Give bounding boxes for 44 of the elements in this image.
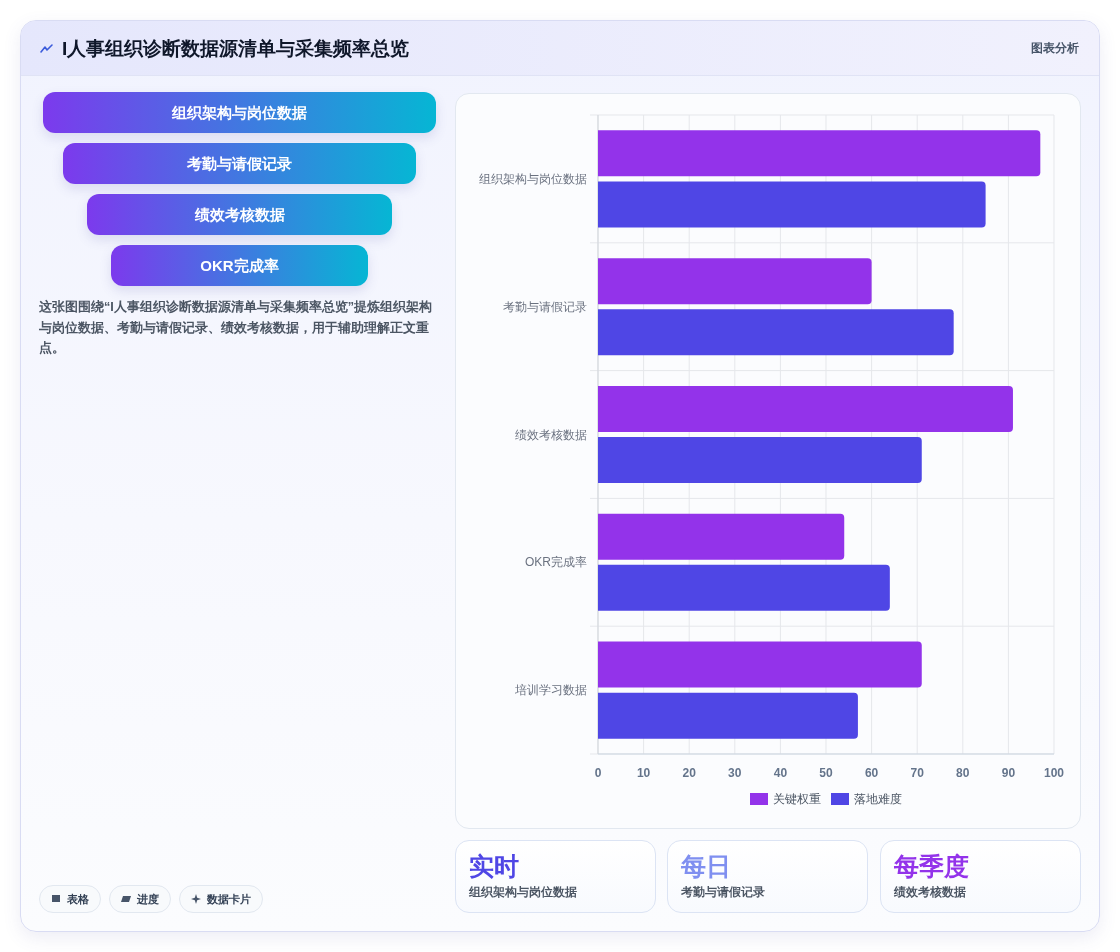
bar xyxy=(598,437,922,484)
x-tick-label: 30 xyxy=(728,766,742,780)
y-tick-label: OKR完成率 xyxy=(524,555,587,570)
text: 图表分析 xyxy=(1031,40,1079,56)
bar xyxy=(598,181,986,228)
x-tick-label: 80 xyxy=(956,766,970,780)
text: 数据卡片 xyxy=(207,891,251,907)
bar xyxy=(598,309,954,356)
bar xyxy=(598,385,1013,432)
bar xyxy=(598,692,858,739)
text: 这张图围绕“I人事组织诊断数据源清单与采集频率总览”提炼组织架构与岗位数据、考勤与请假记录、绩效考核数据，用于辅助理解正文重点。 xyxy=(39,299,434,357)
text: 每季度 xyxy=(894,851,969,882)
text: 组织架构与岗位数据 xyxy=(469,884,577,900)
x-tick-label: 20 xyxy=(682,766,697,780)
text: 考勤与请假记录 xyxy=(681,885,765,900)
bar xyxy=(598,258,872,305)
x-tick-label: 40 xyxy=(773,766,788,780)
bar xyxy=(598,130,1041,177)
x-tick-label: 60 xyxy=(864,766,879,780)
text: OKR完成率 xyxy=(111,245,368,286)
text: 每日 xyxy=(681,851,731,882)
legend-label: 落地难度 xyxy=(854,792,902,806)
text: 绩效考核数据 xyxy=(894,885,966,900)
x-tick-label: 50 xyxy=(819,766,833,780)
text: I人事组织诊断数据源清单与采集频率总览 xyxy=(62,37,410,61)
text: 组织架构与岗位数据 xyxy=(43,92,436,133)
y-tick-label: 培训学习数据 xyxy=(514,683,587,698)
text: 考勤与请假记录 xyxy=(63,143,416,184)
bar xyxy=(598,564,890,611)
x-tick-label: 100 xyxy=(1043,766,1065,780)
x-tick-label: 0 xyxy=(594,766,602,780)
bar xyxy=(598,641,922,688)
text: 实时 xyxy=(469,851,519,882)
x-tick-label: 10 xyxy=(636,766,651,780)
text: 绩效考核数据 xyxy=(87,194,392,235)
x-tick-label: 90 xyxy=(1001,766,1016,780)
x-tick-label: 70 xyxy=(910,766,925,780)
legend-label: 关键权重 xyxy=(773,792,821,806)
bar xyxy=(598,513,845,560)
y-tick-label: 组织架构与岗位数据 xyxy=(479,171,587,186)
y-tick-label: 绩效考核数据 xyxy=(515,427,587,442)
text: 表格 xyxy=(67,891,89,907)
y-tick-label: 考勤与请假记录 xyxy=(503,299,587,314)
text: 进度 xyxy=(137,891,159,907)
